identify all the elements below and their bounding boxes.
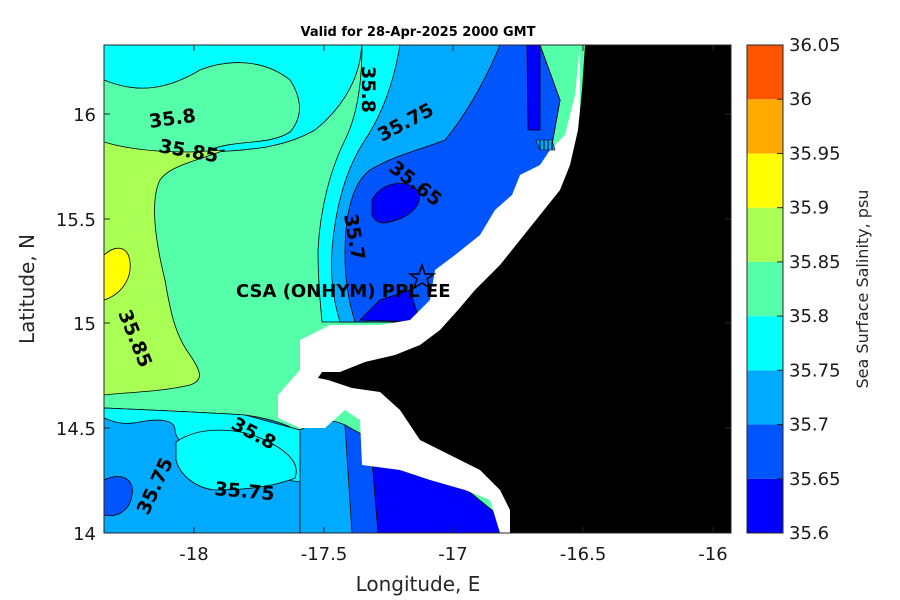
colorbar-swatch: [747, 207, 783, 262]
contour-label: 35.75: [214, 478, 276, 505]
plot-frame: [103, 44, 732, 534]
colorbar-swatch: [747, 478, 783, 533]
colorbar: [747, 45, 783, 533]
y-tick-label: 15.5: [56, 210, 96, 231]
colorbar-tick-label: 36: [789, 89, 812, 110]
colorbar-swatch: [747, 424, 783, 479]
colorbar-tick-label: 35.9: [789, 198, 829, 219]
salinity-band-yellow-west: [104, 247, 131, 301]
coastal-feature: [535, 139, 556, 151]
salinity-band-deepblue-pocket: [371, 183, 420, 224]
y-tick-label: 16: [73, 105, 96, 126]
y-tick-label: 14.5: [56, 419, 96, 440]
x-tick-label: -16.5: [560, 544, 607, 565]
map-plot-area: [104, 45, 731, 533]
colorbar-swatch: [747, 99, 783, 154]
y-tick-label: 15: [73, 314, 96, 335]
x-tick-label: -17: [438, 544, 467, 565]
salinity-band-deepblue-nearshore: [359, 289, 421, 323]
x-tick-label: -17.5: [301, 544, 348, 565]
salinity-band-deepblue-north: [526, 45, 541, 131]
salinity-band-cyan-south: [175, 429, 297, 491]
colorbar-tick-label: 35.75: [789, 360, 841, 381]
colorbar-tick-label: 35.8: [789, 306, 829, 327]
salinity-band-cyan-north: [104, 45, 363, 153]
land-mass: [318, 45, 731, 533]
colorbar-tick-label: 35.95: [789, 143, 841, 164]
colorbar-swatch: [747, 316, 783, 371]
colorbar-swatch: [747, 45, 783, 100]
y-tick-label: 14: [73, 524, 96, 545]
salinity-band-lime-west: [104, 141, 226, 396]
colorbar-swatch: [747, 153, 783, 208]
colorbar-ticks: 35.6 35.65 35.7 35.75 35.8 35.85 35.9 35.95 36 36…: [777, 35, 841, 544]
site-label: CSA (ONHYM) PPL EE: [236, 281, 451, 302]
salinity-band-blue-southwest: [104, 476, 133, 517]
x-tick-label: -18: [179, 544, 208, 565]
contour-label: 35.8: [357, 66, 379, 113]
colorbar-tick-label: 35.65: [789, 469, 841, 490]
colorbar-tick-label: 36.05: [789, 35, 841, 56]
colorbar-tick-label: 35.6: [789, 523, 829, 544]
colorbar-frame: [746, 44, 784, 534]
colorbar-swatch: [747, 370, 783, 425]
colorbar-swatch: [747, 261, 783, 317]
colorbar-title: Sea Surface Salinity, psu: [853, 190, 872, 389]
coastal-feature-stripes: [539, 140, 553, 150]
axis-tick-marks: [104, 45, 731, 534]
colorbar-tick-label: 35.85: [789, 252, 841, 273]
map-title: Valid for 28-Apr-2025 2000 GMT: [301, 25, 536, 40]
colorbar-tick-label: 35.7: [789, 415, 829, 436]
site-star-icon: [407, 262, 437, 290]
y-axis-label: Latitude, N: [15, 234, 39, 344]
x-tick-label: -16: [698, 544, 727, 565]
x-axis-label: Longitude, E: [356, 572, 481, 596]
